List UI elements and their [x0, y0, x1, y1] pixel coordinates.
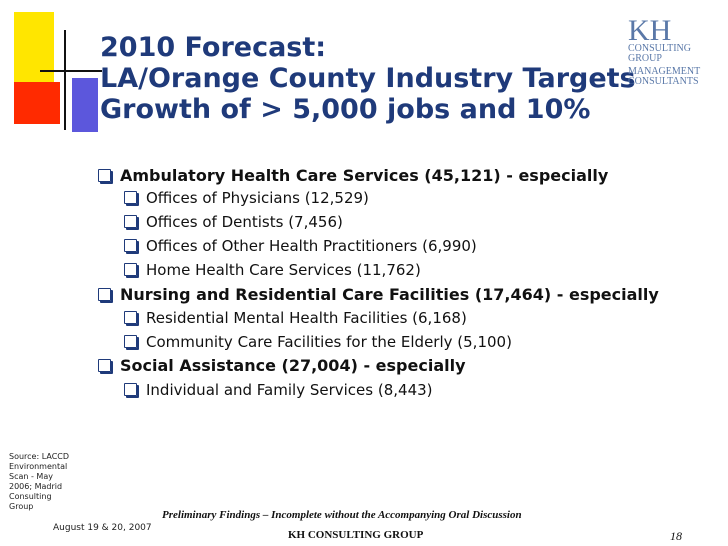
bullet-text: Ambulatory Health Care Services (45,121)…: [120, 166, 609, 185]
decorative-vertical-line: [64, 30, 66, 130]
bullet-text: Community Care Facilities for the Elderl…: [146, 333, 512, 351]
logo-line-group: GROUP: [628, 53, 662, 64]
sub-bullet-item: Residential Mental Health Facilities (6,…: [124, 309, 467, 327]
bullet-item: Ambulatory Health Care Services (45,121)…: [98, 166, 608, 185]
bullet-text: Home Health Care Services (11,762): [146, 261, 421, 279]
checkbox-bullet-icon: [124, 335, 137, 348]
sub-bullet-item: Home Health Care Services (11,762): [124, 261, 421, 279]
source-line: Group: [9, 502, 34, 511]
title-line-1: 2010 Forecast:: [100, 32, 327, 63]
sub-bullet-item: Community Care Facilities for the Elderl…: [124, 333, 512, 351]
logo-line-consultants: CONSULTANTS: [628, 76, 699, 87]
slide-title: 2010 Forecast: LA/Orange County Industry…: [100, 32, 636, 125]
checkbox-bullet-icon: [124, 311, 137, 324]
decorative-red-block: [14, 82, 60, 124]
source-note: Source: LACCD Environmental Scan - May 2…: [9, 452, 97, 512]
sub-bullet-item: Individual and Family Services (8,443): [124, 381, 433, 399]
checkbox-bullet-icon: [124, 239, 137, 252]
checkbox-bullet-icon: [98, 288, 111, 301]
sub-bullet-item: Offices of Dentists (7,456): [124, 213, 343, 231]
logo-line-consulting: CONSULTING: [628, 43, 691, 54]
kh-consulting-logo: KH CONSULTING GROUP MANAGEMENT CONSULTAN…: [628, 14, 718, 87]
bullet-text: Residential Mental Health Facilities (6,…: [146, 309, 467, 327]
logo-kh: KH: [628, 14, 672, 47]
source-line: Environmental: [9, 462, 68, 471]
checkbox-bullet-icon: [98, 359, 111, 372]
bullet-item: Nursing and Residential Care Facilities …: [98, 285, 659, 304]
source-line: Source: LACCD: [9, 452, 70, 461]
title-line-2: LA/Orange County Industry Targets: [100, 63, 636, 94]
bullet-text: Offices of Other Health Practitioners (6…: [146, 237, 477, 255]
bullet-text: Offices of Physicians (12,529): [146, 189, 369, 207]
footer-date: August 19 & 20, 2007: [53, 523, 152, 533]
checkbox-bullet-icon: [124, 191, 137, 204]
checkbox-bullet-icon: [124, 383, 137, 396]
source-line: Scan - May: [9, 472, 53, 481]
sub-bullet-item: Offices of Physicians (12,529): [124, 189, 369, 207]
checkbox-bullet-icon: [124, 215, 137, 228]
source-line: 2006; Madrid: [9, 482, 63, 491]
bullet-text: Social Assistance (27,004) - especially: [120, 356, 466, 375]
bullet-item: Social Assistance (27,004) - especially: [98, 356, 466, 375]
decorative-horizontal-line: [40, 70, 102, 72]
source-line: Consulting: [9, 492, 52, 501]
checkbox-bullet-icon: [98, 169, 111, 182]
bullet-text: Offices of Dentists (7,456): [146, 213, 343, 231]
preliminary-notice: Preliminary Findings – Incomplete withou…: [162, 509, 522, 521]
sub-bullet-item: Offices of Other Health Practitioners (6…: [124, 237, 477, 255]
bullet-text: Individual and Family Services (8,443): [146, 381, 433, 399]
bullet-text: Nursing and Residential Care Facilities …: [120, 285, 659, 304]
title-line-3: Growth of > 5,000 jobs and 10%: [100, 94, 591, 125]
decorative-blue-block: [72, 78, 98, 132]
checkbox-bullet-icon: [124, 263, 137, 276]
footer-firm-name: KH CONSULTING GROUP: [288, 529, 424, 541]
logo-line-management: MANAGEMENT: [628, 66, 701, 77]
page-number: 18: [670, 529, 682, 543]
